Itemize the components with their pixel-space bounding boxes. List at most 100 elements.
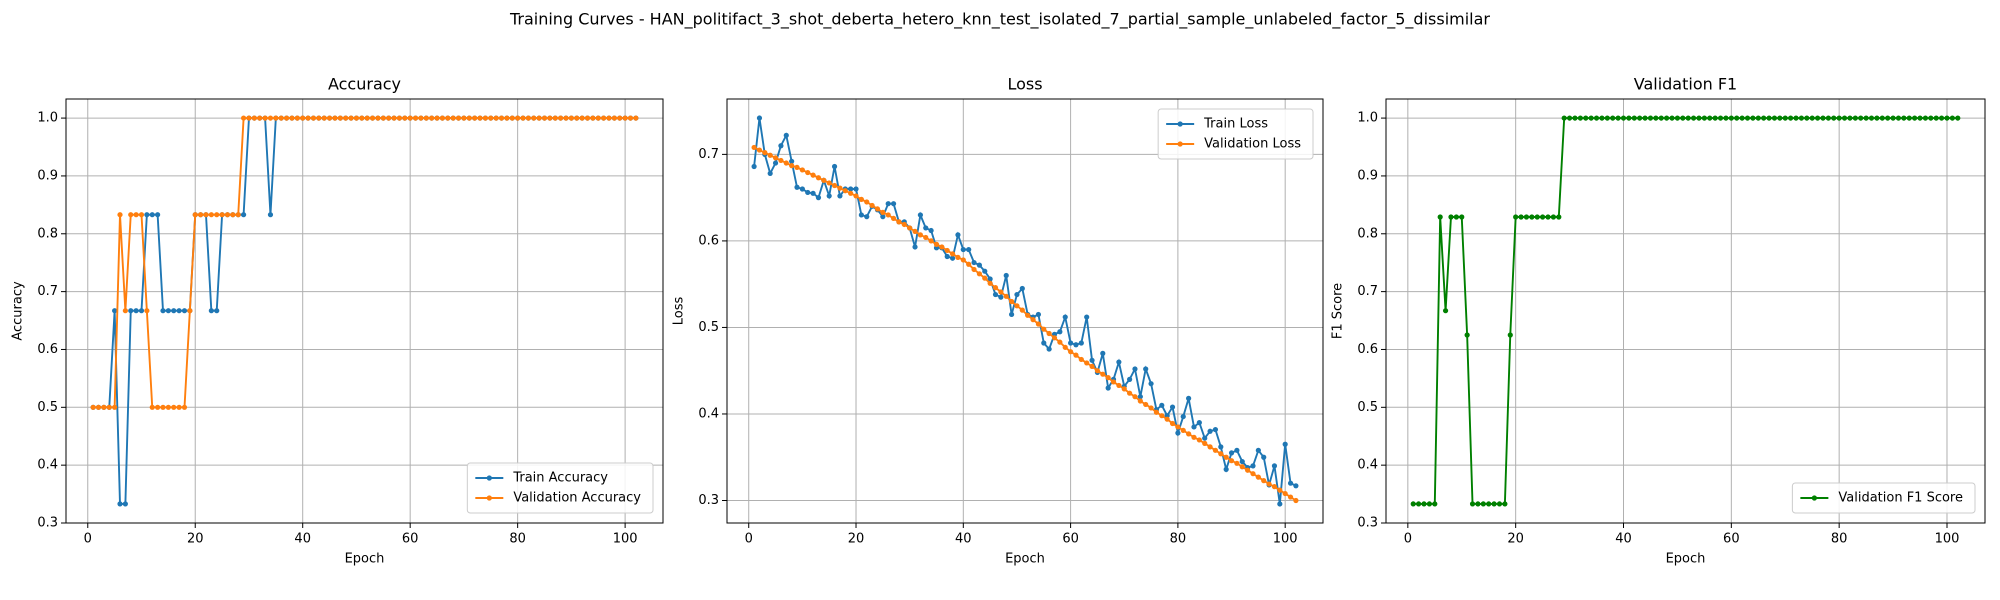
point-marker — [1674, 115, 1681, 121]
point-marker — [1820, 115, 1826, 121]
x-tick-label: 40 — [1615, 532, 1632, 547]
point-marker — [1610, 115, 1616, 121]
point-marker — [756, 147, 763, 153]
legend-label: Validation Accuracy — [513, 491, 641, 506]
point-marker — [1658, 115, 1664, 121]
point-marker — [1148, 381, 1154, 387]
point-marker — [1078, 356, 1084, 363]
point-marker — [611, 115, 617, 121]
point-marker — [1277, 487, 1283, 493]
point-marker — [1507, 332, 1513, 338]
point-marker — [982, 268, 988, 274]
legend-label: Validation Loss — [1204, 137, 1301, 152]
point-marker — [1788, 115, 1794, 121]
point-marker — [826, 180, 832, 186]
point-marker — [1809, 115, 1815, 121]
point-marker — [418, 115, 424, 121]
point-marker — [1202, 440, 1208, 446]
point-marker — [864, 199, 870, 205]
point-marker — [429, 115, 435, 121]
point-marker — [949, 251, 956, 257]
point-marker — [1127, 376, 1133, 382]
point-marker — [326, 115, 333, 121]
point-marker — [949, 255, 956, 261]
point-marker — [1836, 115, 1842, 121]
y-tick-label: 0.4 — [1357, 458, 1378, 473]
point-marker — [1933, 115, 1939, 121]
point-marker — [917, 232, 923, 238]
y-tick-label: 0.4 — [698, 406, 719, 421]
y-axis-label: Loss — [672, 297, 687, 326]
y-tick-label: 0.3 — [1357, 516, 1378, 531]
point-marker — [1089, 357, 1095, 363]
point-marker — [1669, 115, 1675, 121]
point-marker — [106, 404, 112, 410]
y-tick-label: 0.3 — [37, 516, 58, 531]
point-marker — [117, 212, 123, 218]
point-marker — [1588, 115, 1594, 121]
point-marker — [1062, 314, 1068, 320]
x-tick-label: 40 — [294, 532, 311, 547]
point-marker — [1777, 115, 1783, 121]
point-marker — [1175, 424, 1181, 430]
point-marker — [337, 115, 343, 121]
point-marker — [799, 186, 805, 192]
point-marker — [928, 227, 934, 234]
point-marker — [1593, 115, 1600, 121]
point-marker — [1207, 428, 1213, 434]
point-marker — [1239, 464, 1245, 470]
point-marker — [1448, 214, 1454, 220]
point-marker — [1761, 115, 1767, 121]
point-marker — [762, 150, 768, 156]
point-marker — [1717, 115, 1724, 121]
point-marker — [837, 185, 843, 191]
point-marker — [960, 257, 966, 263]
point-marker — [601, 115, 607, 121]
point-marker — [445, 115, 451, 121]
point-marker — [149, 404, 155, 410]
point-marker — [1169, 420, 1176, 427]
point-marker — [525, 115, 531, 121]
legend-label: Validation F1 Score — [1838, 491, 1963, 506]
point-marker — [1572, 115, 1578, 121]
point-marker — [1685, 115, 1691, 121]
point-marker — [1798, 115, 1805, 121]
point-marker — [853, 193, 859, 199]
point-marker — [1159, 402, 1165, 408]
point-marker — [423, 115, 429, 121]
point-marker — [783, 160, 789, 166]
point-marker — [590, 115, 596, 121]
point-marker — [305, 115, 311, 121]
legend-label: Train Loss — [1203, 117, 1268, 132]
y-tick-label: 0.7 — [698, 147, 719, 162]
point-marker — [439, 115, 446, 121]
point-marker — [343, 115, 349, 121]
point-marker — [192, 212, 198, 218]
point-marker — [1922, 115, 1929, 121]
point-marker — [595, 115, 601, 121]
point-marker — [1518, 214, 1524, 220]
point-marker — [1599, 115, 1605, 121]
point-marker — [1577, 115, 1583, 121]
x-tick-label: 60 — [402, 532, 419, 547]
x-tick-label: 80 — [1170, 532, 1187, 547]
point-marker — [1127, 390, 1133, 396]
point-marker — [122, 501, 128, 507]
point-marker — [912, 228, 918, 234]
x-tick-label: 0 — [1404, 532, 1412, 547]
point-marker — [1159, 413, 1165, 419]
point-marker — [117, 501, 123, 507]
point-marker — [633, 115, 639, 121]
point-marker — [928, 238, 934, 244]
point-marker — [778, 157, 784, 164]
point-marker — [1051, 335, 1058, 341]
point-marker — [1014, 303, 1020, 309]
point-marker — [971, 266, 977, 273]
point-marker — [1084, 360, 1090, 366]
point-marker — [805, 169, 811, 176]
point-marker — [901, 221, 907, 228]
point-marker — [982, 275, 988, 281]
point-marker — [1734, 115, 1740, 121]
point-marker — [864, 214, 870, 220]
x-axis-label: Epoch — [1666, 552, 1706, 567]
